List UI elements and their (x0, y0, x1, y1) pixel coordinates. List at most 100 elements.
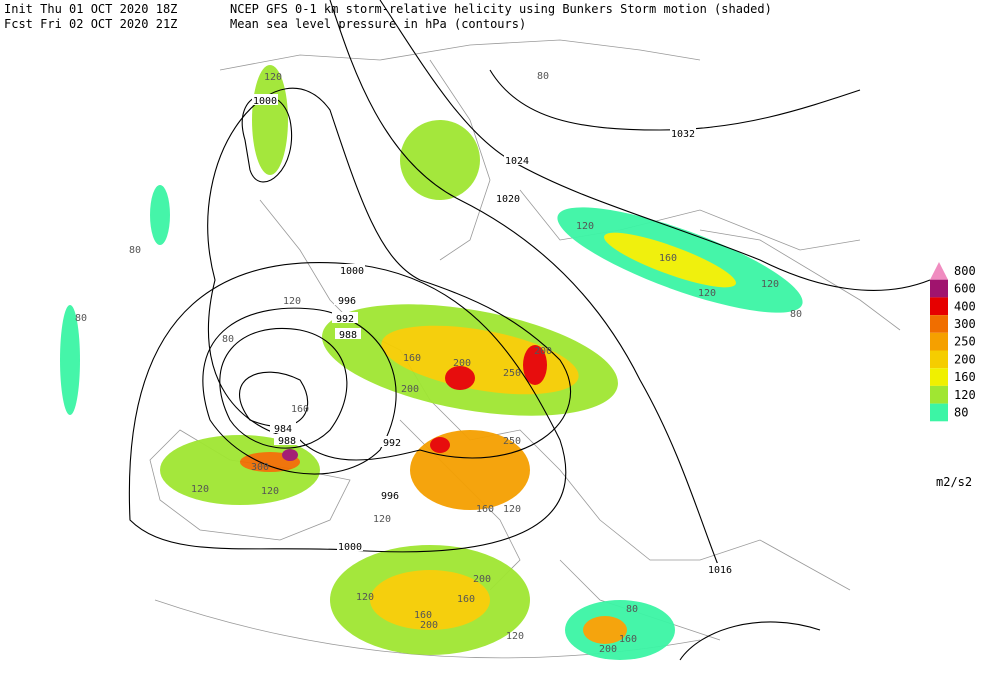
helicity-label: 160 (619, 634, 637, 645)
legend-label: 80 (954, 405, 968, 419)
legend-label: 200 (954, 352, 976, 366)
helicity-label: 120 (283, 296, 301, 307)
legend-swatch (930, 350, 948, 369)
legend-swatch (930, 262, 948, 280)
label-bg (495, 192, 521, 203)
helicity-label: 120 (356, 592, 374, 603)
shade (523, 345, 547, 385)
legend-swatch (930, 297, 948, 316)
helicity-label: 200 (599, 644, 617, 655)
isobar-label: 1024 (505, 156, 529, 167)
isobar-label: 984 (274, 424, 292, 435)
legend-label: 120 (954, 388, 976, 402)
shade (400, 120, 480, 200)
legend-label: 400 (954, 299, 976, 313)
helicity-label: 250 (503, 368, 521, 379)
helicity-label: 120 (373, 514, 391, 525)
shade (604, 232, 736, 288)
helicity-label: 120 (506, 631, 524, 642)
shade (252, 65, 288, 175)
shade (150, 185, 170, 245)
legend-swatch (930, 368, 948, 386)
helicity-label: 120 (264, 72, 282, 83)
legend-label: 250 (954, 335, 976, 349)
helicity-label: 160 (414, 610, 432, 621)
shade (160, 435, 320, 505)
label-bg (670, 127, 696, 138)
label-bg (379, 436, 405, 447)
shade (445, 366, 475, 390)
label-bg (270, 422, 296, 433)
helicity-label: 120 (261, 486, 279, 497)
isobar-label: 988 (339, 330, 357, 341)
isobar-label: 996 (338, 296, 356, 307)
label-bg (337, 540, 363, 551)
helicity-label: 200 (473, 574, 491, 585)
helicity-label: 200 (534, 346, 552, 357)
isobar-label: 992 (383, 438, 401, 449)
isobar-label: 1032 (671, 129, 695, 140)
isobar-label: 992 (336, 314, 354, 325)
helicity-label: 250 (503, 436, 521, 447)
helicity-label: 120 (576, 221, 594, 232)
legend-swatch (930, 403, 948, 422)
init-time: Init Thu 01 OCT 2020 18Z (4, 2, 177, 16)
label-bg (335, 328, 361, 339)
helicity-shading (60, 65, 803, 660)
label-bg (332, 312, 358, 323)
header: Init Thu 01 OCT 2020 18Z Fcst Fri 02 OCT… (4, 2, 772, 31)
legend-label: 300 (954, 317, 976, 331)
forecast-time: Fcst Fri 02 OCT 2020 21Z (4, 17, 177, 31)
shade (430, 437, 450, 453)
legend-swatch (930, 385, 948, 404)
shade (282, 449, 298, 461)
helicity-label: 80 (75, 313, 87, 324)
helicity-label: 200 (453, 358, 471, 369)
helicity-label: 300 (251, 462, 269, 473)
legend-label: 800 (954, 264, 976, 278)
legend: 800 600 400 300 250 200 160 120 80 m2/s2 (930, 262, 976, 489)
subtitle: Mean sea level pressure in hPa (contours… (230, 17, 526, 31)
helicity-label: 80 (222, 334, 234, 345)
isobar-label: 988 (278, 436, 296, 447)
label-bg (274, 434, 300, 445)
helicity-label: 80 (537, 71, 549, 82)
shade (370, 570, 490, 630)
helicity-label: 120 (191, 484, 209, 495)
isobar-label: 1000 (340, 266, 364, 277)
label-bg (504, 154, 530, 165)
helicity-label: 200 (420, 620, 438, 631)
legend-label: 600 (954, 282, 976, 296)
isobar-label: 1016 (708, 565, 732, 576)
legend-swatch (930, 332, 948, 351)
helicity-label: 80 (626, 604, 638, 615)
helicity-label: 120 (761, 279, 779, 290)
legend-unit: m2/s2 (936, 475, 972, 489)
shade (60, 305, 80, 415)
legend-label: 160 (954, 370, 976, 384)
helicity-label: 160 (403, 353, 421, 364)
helicity-label: 160 (476, 504, 494, 515)
legend-swatch (930, 315, 948, 333)
helicity-label: 160 (457, 594, 475, 605)
shade (583, 616, 627, 644)
helicity-label: 160 (659, 253, 677, 264)
helicity-label: 80 (129, 245, 141, 256)
label-bg (707, 563, 733, 574)
isobar-label: 1000 (338, 542, 362, 553)
helicity-label: 80 (790, 309, 802, 320)
label-bg (377, 489, 403, 500)
title: NCEP GFS 0-1 km storm-relative helicity … (230, 2, 772, 16)
isobar-label: 996 (381, 491, 399, 502)
helicity-label: 120 (503, 504, 521, 515)
legend-swatch (930, 279, 948, 298)
isobar-label: 1020 (496, 194, 520, 205)
label-bg (339, 264, 365, 275)
label-bg (334, 294, 360, 305)
helicity-label: 120 (698, 288, 716, 299)
isobar-label: 1000 (253, 96, 277, 107)
helicity-label: 160 (291, 404, 309, 415)
label-bg (252, 94, 278, 105)
